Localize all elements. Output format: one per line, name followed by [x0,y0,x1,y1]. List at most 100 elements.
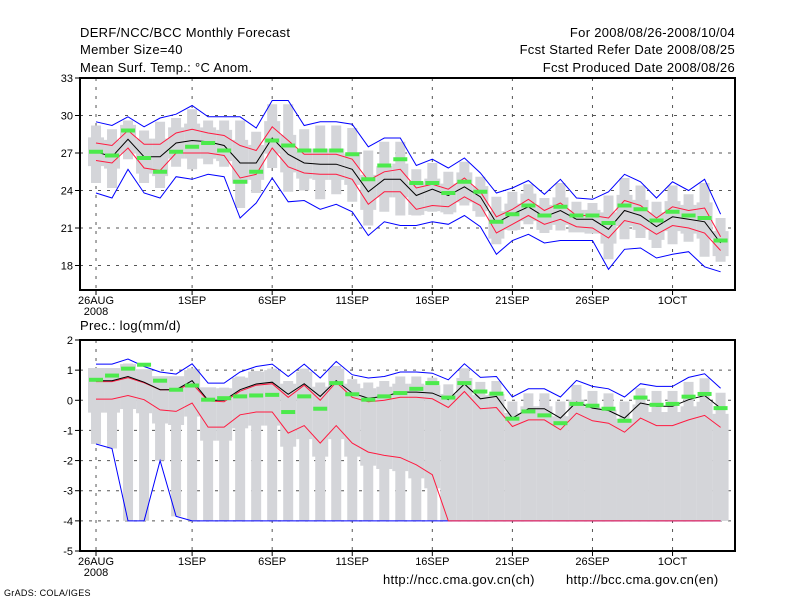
series-max-line [96,358,721,398]
observed-marker [281,143,296,148]
y-tick-label: 2 [67,335,73,347]
y-tick-label: 30 [61,111,73,123]
spread-box [632,404,649,521]
x-tick-label: 26SEP [575,295,609,307]
spread-box [472,395,489,521]
x-tick-label: 21SEP [495,556,529,568]
range-bar [171,378,182,517]
series-min-line [95,168,721,273]
range-bar [123,363,134,521]
observed-marker [521,409,536,414]
observed-marker [409,386,424,391]
observed-marker [457,179,472,184]
observed-marker [649,402,664,407]
link-bcc[interactable]: http://bcc.cma.gov.cn(en) [566,572,719,587]
observed-marker [393,391,408,396]
series-lower-line [96,394,721,522]
observed-marker [201,141,216,145]
spread-box [680,406,697,521]
spread-box [440,393,457,521]
range-bar [299,368,310,521]
observed-marker [489,219,504,224]
observed-marker [505,212,520,217]
observed-marker [697,216,712,220]
spread-box [552,416,569,521]
x-tick-label: 1SEP [178,556,206,568]
spread-box [664,412,681,521]
link-ncc[interactable]: http://ncc.cma.gov.cn(ch) [383,572,535,587]
x-tick-label: 26AUG [78,556,114,568]
variable-label: Mean Surf. Temp.: °C Anom. [80,60,253,75]
spread-box [712,413,729,521]
observed-marker [633,395,648,400]
observed-marker [201,397,216,402]
observed-marker [393,157,408,162]
observed-marker [457,381,472,386]
x-tick-label: 16SEP [415,556,449,568]
y-tick-label: -5 [63,546,73,558]
x-tick-label: 26SEP [575,556,609,568]
spread-box [120,364,137,410]
observed-marker [313,406,328,411]
observed-marker [569,213,584,218]
spread-box [184,370,201,417]
observed-marker [217,396,232,401]
x-tick-label: 16SEP [415,295,449,307]
series-mean-line [96,375,721,419]
spread-box [184,123,201,159]
range-bar [283,380,294,521]
y-tick-label: 1 [67,365,73,377]
observed-marker [297,394,312,399]
observed-marker [233,394,248,399]
range-bar [187,368,198,521]
spread-box [152,376,169,424]
spread-box [616,418,633,521]
observed-marker [121,128,136,133]
member-size: Member Size=40 [80,42,183,57]
spread-box [328,368,345,440]
spread-box [392,383,409,472]
observed-marker [297,148,312,153]
x-tick-label: 6SEP [258,556,286,568]
x-tick-label: 21SEP [495,295,529,307]
observed-marker [473,189,488,194]
spread-box [584,407,601,521]
series-upper-line [95,126,722,238]
spread-box [568,209,585,233]
forecast-period: For 2008/08/26-2008/10/04 [569,25,735,40]
observed-marker [329,381,344,386]
observed-marker [585,213,600,218]
observed-marker [89,377,104,382]
observed-marker [425,181,440,185]
observed-marker [585,403,600,408]
x-tick-label: 1OCT [658,295,688,307]
observed-marker [185,144,200,149]
y-tick-label: 0 [67,395,73,407]
plot-frame [79,77,736,291]
observed-marker [617,203,632,208]
spread-box [376,386,393,470]
x-tick-label: 11SEP [336,556,369,568]
observed-marker [217,148,232,153]
observed-marker [105,153,120,158]
range-bar [235,376,246,521]
observed-marker [537,213,552,218]
observed-marker [313,148,328,153]
x-tick-label: 11SEP [336,295,369,307]
y-tick-label: 24 [61,186,73,198]
observed-marker [441,191,456,195]
grads-credit: GrADS: COLA/IGES [4,588,91,598]
observed-marker [649,218,664,223]
x-tick-label: 1OCT [658,556,688,568]
spread-box [360,388,377,466]
spread-box [440,183,457,213]
observed-marker [169,387,184,392]
spread-box [568,399,585,521]
series-upper-line [96,377,721,433]
observed-marker [697,391,712,396]
observed-marker [713,238,728,243]
series-max-line [95,100,722,215]
range-bar [203,387,214,521]
observed-marker [89,149,104,154]
